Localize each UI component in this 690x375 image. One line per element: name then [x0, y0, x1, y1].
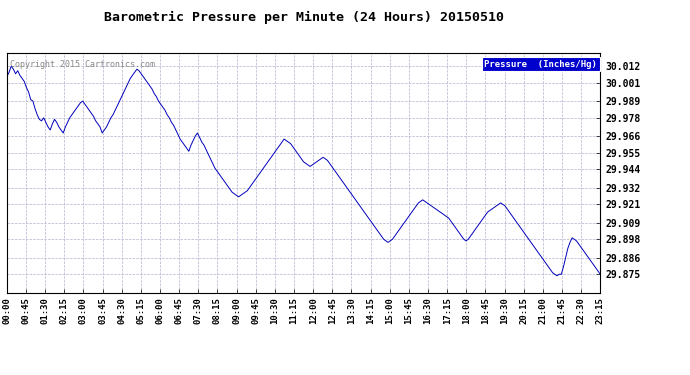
Text: Copyright 2015 Cartronics.com: Copyright 2015 Cartronics.com	[10, 60, 155, 69]
Text: Barometric Pressure per Minute (24 Hours) 20150510: Barometric Pressure per Minute (24 Hours…	[104, 11, 504, 24]
Text: Pressure  (Inches/Hg): Pressure (Inches/Hg)	[484, 60, 598, 69]
